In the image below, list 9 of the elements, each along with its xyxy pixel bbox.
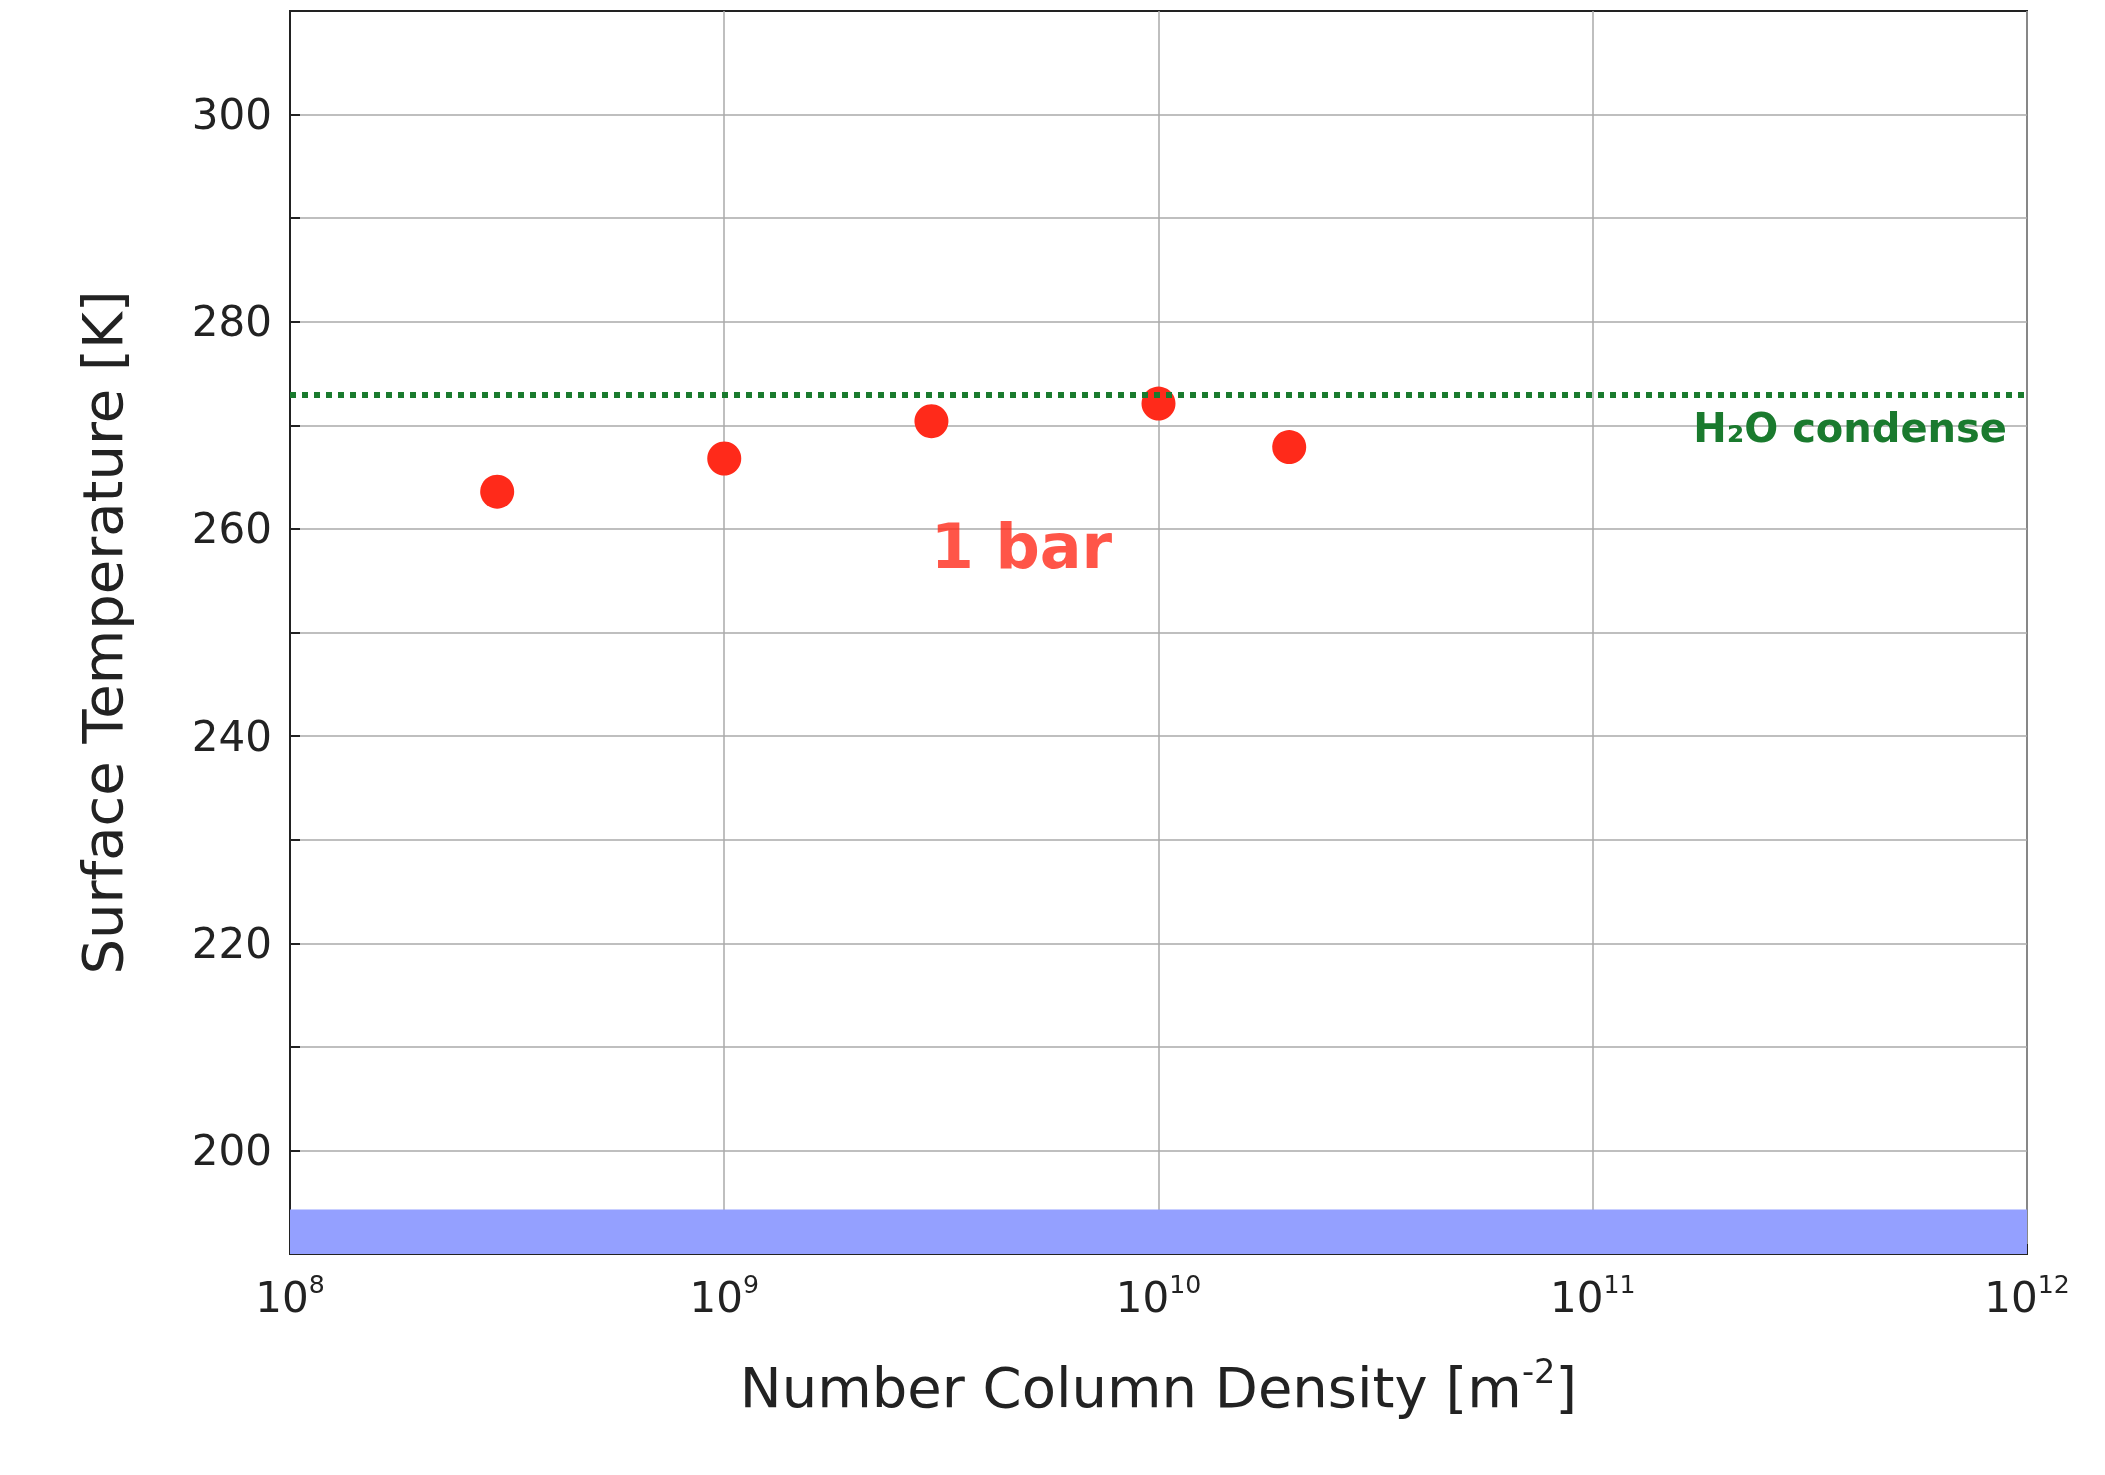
y-tick-label: 240 bbox=[191, 711, 272, 761]
series-label: 1 bar bbox=[930, 510, 1113, 584]
y-axis-title: Surface Temperature [K] bbox=[69, 290, 135, 975]
y-tick-label: 280 bbox=[191, 297, 272, 347]
y-tick-label: 200 bbox=[191, 1125, 272, 1175]
y-tick-label: 300 bbox=[191, 90, 272, 140]
ref-line-label: H₂O condense bbox=[1693, 405, 2007, 452]
y-tick-label: 260 bbox=[191, 504, 272, 554]
y-tick-label: 220 bbox=[191, 918, 272, 968]
